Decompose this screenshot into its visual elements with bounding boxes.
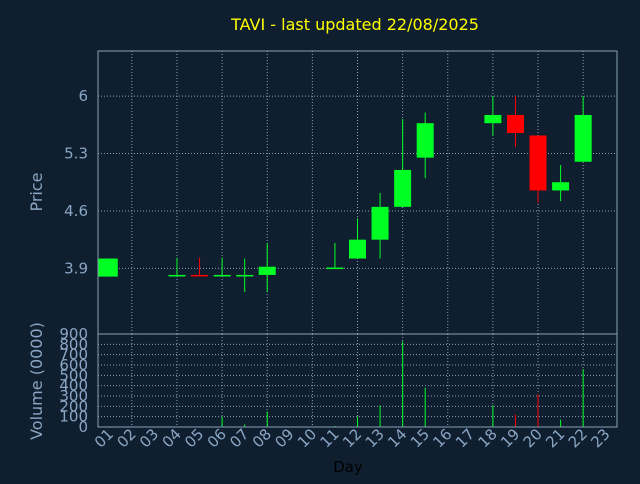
candle-body bbox=[394, 169, 412, 207]
price-y-tick-label: 5.3 bbox=[64, 145, 88, 163]
candle-body bbox=[416, 123, 434, 158]
candle-body bbox=[574, 114, 592, 162]
candle-day-13 bbox=[371, 192, 389, 259]
candle-day-19 bbox=[506, 96, 524, 147]
volume-bar-day-20 bbox=[537, 393, 539, 427]
volume-bar-day-14 bbox=[402, 341, 404, 427]
volume-y-tick-label: 500 bbox=[59, 366, 88, 384]
candle-day-8 bbox=[258, 242, 276, 293]
volume-y-tick-label: 800 bbox=[59, 335, 88, 353]
candle-day-7 bbox=[236, 258, 254, 293]
volume-bars bbox=[108, 341, 584, 428]
candle-day-11 bbox=[326, 242, 344, 270]
volume-bar-day-11 bbox=[334, 425, 336, 427]
candle-day-18 bbox=[484, 96, 502, 136]
candle-day-4 bbox=[168, 257, 186, 277]
volume-bar-day-22 bbox=[582, 369, 584, 427]
volume-y-tick-label: 600 bbox=[59, 356, 88, 374]
candle-body bbox=[258, 266, 276, 275]
candle-day-22 bbox=[574, 96, 592, 162]
volume-bar-day-7 bbox=[244, 424, 246, 427]
candle-body bbox=[168, 274, 186, 277]
candle-day-6 bbox=[213, 257, 231, 277]
price-axis-title: Price bbox=[27, 172, 46, 211]
volume-y-tick-label: 900 bbox=[59, 325, 88, 343]
volume-bar-day-13 bbox=[379, 405, 381, 427]
volume-panel-frame bbox=[97, 333, 618, 428]
x-axis-title: Day bbox=[333, 458, 363, 476]
volume-bar-day-21 bbox=[560, 419, 562, 427]
volume-y-tick-label: 0 bbox=[78, 418, 88, 436]
volume-y-tick-label: 200 bbox=[59, 397, 88, 415]
x-ticks: 0102030405060708091011121314151617181920… bbox=[91, 425, 614, 451]
price-y-tick-label: 3.9 bbox=[64, 259, 88, 277]
candle-body bbox=[191, 274, 209, 277]
price-y-tick-label: 4.6 bbox=[64, 202, 88, 220]
volume-bar-day-15 bbox=[424, 387, 426, 427]
volume-y-tick-label: 300 bbox=[59, 387, 88, 405]
candle-day-12 bbox=[349, 218, 366, 259]
volume-bar-day-6 bbox=[221, 416, 223, 427]
volume-bar-day-8 bbox=[266, 411, 268, 427]
candle-body bbox=[236, 274, 254, 277]
candle-day-20 bbox=[529, 135, 547, 203]
volume-bar-day-19 bbox=[514, 414, 516, 427]
price-y-ticks: 3.9 4.6 5.3 6 bbox=[64, 87, 88, 277]
candle-day-21 bbox=[552, 165, 570, 202]
candle-body bbox=[98, 258, 118, 277]
candle-body bbox=[484, 114, 502, 124]
volume-y-tick-label: 100 bbox=[59, 408, 88, 426]
price-candles bbox=[98, 96, 592, 293]
candle-body bbox=[506, 114, 524, 134]
chart-title: TAVI - last updated 22/08/2025 bbox=[230, 15, 479, 34]
candle-body bbox=[349, 239, 366, 259]
candle-body bbox=[326, 267, 344, 270]
candle-body bbox=[529, 135, 547, 191]
volume-bar-day-12 bbox=[357, 416, 358, 427]
candle-day-14 bbox=[394, 119, 412, 207]
candle-day-1 bbox=[98, 258, 118, 277]
candle-day-5 bbox=[191, 257, 209, 277]
volume-bar-day-18 bbox=[492, 405, 494, 427]
volume-y-tick-label: 700 bbox=[59, 346, 88, 364]
candle-body bbox=[213, 274, 231, 277]
candle-body bbox=[371, 206, 389, 240]
candle-body bbox=[552, 182, 570, 191]
volume-axis-title: Volume (0000) bbox=[27, 322, 46, 440]
price-y-tick-label: 6 bbox=[78, 87, 88, 105]
candle-day-15 bbox=[416, 112, 434, 179]
volume-y-tick-label: 400 bbox=[59, 377, 88, 395]
